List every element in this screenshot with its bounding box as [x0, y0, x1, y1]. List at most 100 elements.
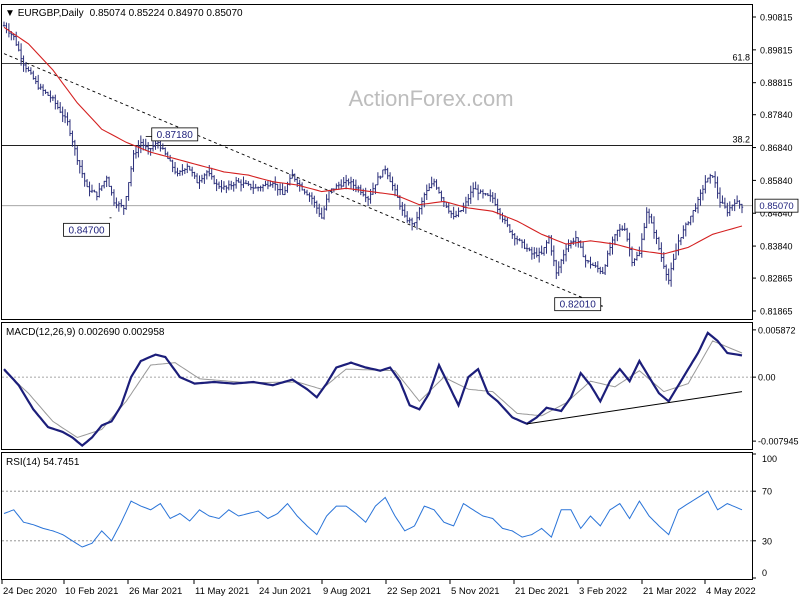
price-bar	[589, 256, 592, 269]
price-bar	[142, 138, 145, 151]
price-bar	[616, 229, 619, 242]
price-bar	[515, 235, 519, 245]
x-axis: 24 Dec 2020 10 Feb 2021 26 Mar 2021 11 May …	[1, 580, 756, 597]
price-bar	[117, 201, 121, 212]
price-bar	[574, 230, 578, 247]
price-bar	[533, 247, 536, 259]
price-bar	[420, 197, 424, 215]
symbol-glyph: ▼	[5, 8, 18, 19]
price-bar	[344, 174, 348, 190]
price-bar	[606, 250, 609, 267]
price-bar	[195, 173, 199, 184]
price-bar	[511, 229, 514, 239]
price-bar	[17, 41, 20, 52]
x-tick-label: 21 Mar 2022	[643, 586, 696, 597]
macd-title: MACD(12,26,9) 0.002690 0.002958	[6, 327, 165, 338]
price-bar	[694, 203, 697, 212]
price-bar	[320, 207, 323, 219]
price-bar	[518, 238, 521, 242]
price-bar	[24, 61, 28, 73]
price-bar	[660, 242, 663, 262]
price-bar	[520, 239, 524, 249]
price-bar	[452, 206, 455, 220]
price-ytick-label: 0.86840	[760, 143, 793, 153]
price-bar	[647, 208, 651, 224]
price-bar	[687, 221, 690, 226]
price-bar	[410, 217, 414, 231]
price-bar	[144, 138, 147, 151]
price-bar	[657, 236, 661, 251]
macd-ytick-label: 0.005872	[758, 325, 796, 335]
price-bar	[362, 188, 365, 197]
price-bar	[85, 179, 89, 188]
price-bar	[342, 177, 345, 187]
price-bar	[215, 179, 218, 192]
macd-ytick-label: 0.00	[758, 373, 776, 383]
price-bar	[178, 170, 182, 177]
price-bar	[386, 167, 389, 180]
price-bar	[278, 183, 282, 196]
price-bar	[132, 150, 135, 172]
rsi-title: RSI(14) 54.7451	[6, 457, 80, 468]
price-bar	[159, 139, 162, 152]
price-bar	[567, 239, 570, 253]
price-bar	[682, 225, 685, 239]
price-bar	[650, 213, 653, 224]
price-bar	[210, 167, 213, 180]
x-tick-label: 10 Feb 2021	[65, 586, 118, 597]
price-panel-frame	[1, 4, 753, 320]
price-bar	[406, 211, 409, 223]
price-bar	[735, 195, 739, 204]
price-bar	[63, 109, 67, 124]
symbol-title: ▼ EURGBP,Daily 0.85074 0.85224 0.84970 0.…	[5, 8, 243, 19]
price-bar	[305, 189, 309, 196]
x-tick-label: 3 Feb 2022	[579, 586, 627, 597]
price-bar	[716, 176, 719, 199]
price-bar	[467, 193, 470, 207]
price-bar	[403, 203, 406, 218]
price-bar	[46, 91, 50, 96]
price-bar	[731, 204, 734, 211]
price-bar	[469, 185, 472, 204]
x-tick-label: 26 Mar 2021	[129, 586, 182, 597]
price-bar	[454, 210, 458, 218]
price-bar	[599, 266, 602, 275]
price-bar	[259, 185, 262, 192]
price-bar	[19, 43, 23, 66]
price-label-1: 0.84700	[63, 217, 112, 237]
price-bar	[384, 165, 387, 175]
price-ytick-label: 0.90815	[760, 13, 793, 23]
price-bar	[173, 162, 177, 175]
x-tick-label: 21 Dec 2021	[515, 586, 569, 597]
price-bar	[220, 180, 223, 193]
price-bar	[112, 189, 116, 206]
price-bar	[139, 135, 143, 154]
price-bar	[449, 210, 453, 219]
price-bar	[239, 179, 243, 192]
price-bar	[393, 183, 397, 197]
price-bar	[34, 76, 37, 85]
price-bar	[559, 258, 563, 274]
price-bar	[337, 181, 340, 190]
price-bar	[198, 175, 201, 189]
price-bar	[552, 245, 556, 267]
price-bar	[479, 189, 482, 194]
price-label-text: 0.84700	[68, 225, 105, 236]
price-bar	[49, 90, 52, 103]
price-bar	[308, 192, 311, 202]
moving-average	[3, 26, 743, 255]
price-bar	[61, 106, 64, 123]
price-bar	[71, 130, 74, 147]
price-bar	[274, 176, 277, 191]
price-bar	[696, 196, 700, 214]
price-bar	[611, 236, 614, 255]
rsi-path	[3, 490, 743, 548]
price-ytick-label: 0.89815	[760, 45, 793, 55]
price-bar	[618, 223, 622, 237]
price-bar	[665, 264, 668, 281]
price-bar	[525, 243, 529, 252]
price-bar	[613, 233, 617, 246]
price-bar	[496, 198, 499, 215]
